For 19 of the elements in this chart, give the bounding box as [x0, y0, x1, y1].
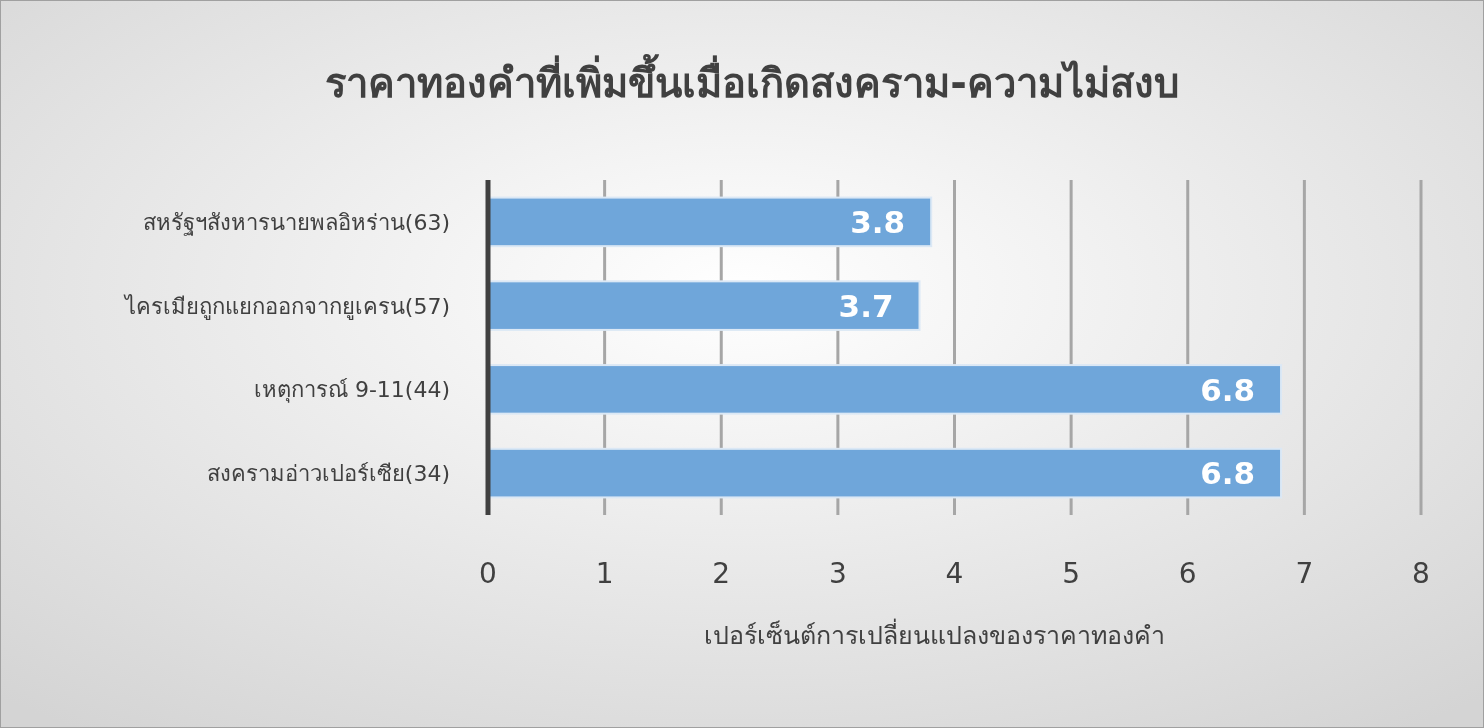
- y-tick-label: สหรัฐฯสังหารนายพลอิหร่าน(63): [142, 209, 450, 236]
- x-tick-label: 3: [828, 557, 847, 590]
- x-tick-label: 8: [1412, 557, 1430, 590]
- x-tick-label: 7: [1295, 557, 1314, 590]
- x-tick-label: 6: [1178, 557, 1197, 590]
- data-label: 6.8: [1200, 371, 1256, 408]
- data-label: 3.7: [838, 287, 894, 324]
- y-tick-label: ไครเมียถูกแยกออกจากยูเครน(57): [122, 293, 450, 320]
- x-tick-label: 5: [1062, 557, 1081, 590]
- x-tick-label: 0: [479, 557, 497, 590]
- y-tick-label: สงครามอ่าวเปอร์เซีย(34): [206, 461, 450, 487]
- x-tick-label: 4: [945, 557, 964, 590]
- x-axis-title: เปอร์เซ็นต์การเปลี่ยนแปลงของราคาทองคำ: [704, 618, 1165, 650]
- y-tick-label: เหตุการณ์ 9-11(44): [253, 377, 450, 404]
- x-tick-label: 2: [712, 557, 731, 590]
- chart-title: ราคาทองคำที่เพิ่มขึ้นเมื่อเกิดสงคราม-ความไม่สงบ: [325, 54, 1179, 106]
- data-label: 6.8: [1200, 455, 1256, 492]
- x-tick-label: 1: [595, 557, 614, 590]
- data-label: 3.8: [850, 204, 906, 241]
